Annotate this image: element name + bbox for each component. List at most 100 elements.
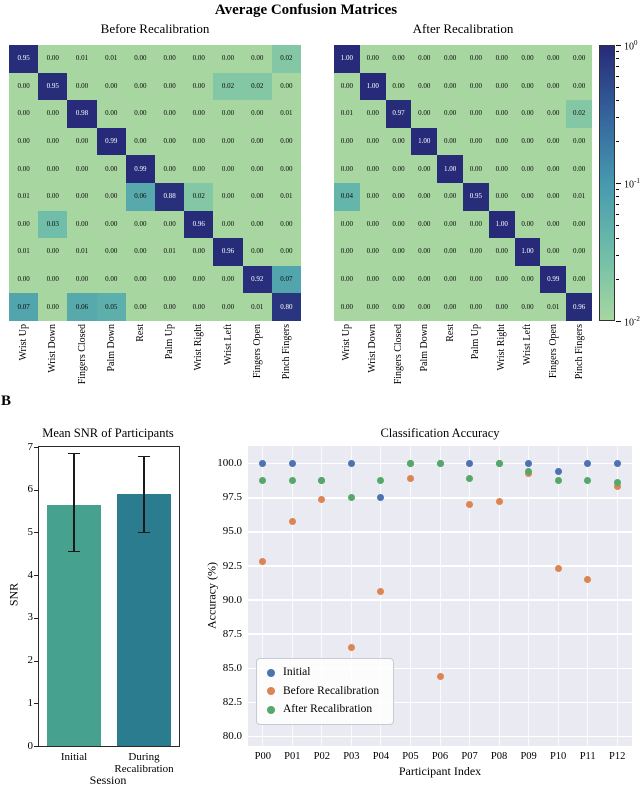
confusion-cell: 1.00 [514, 238, 541, 266]
confusion-cell: 0.00 [67, 210, 97, 239]
confusion-cell: 0.00 [540, 72, 567, 101]
confusion-cell: 0.07 [271, 265, 301, 294]
x-tick-label-cell: Fingers Open [243, 324, 272, 410]
x-tick-label: Wrist Left [521, 324, 533, 365]
confusion-cell: 0.00 [488, 155, 515, 183]
confusion-cell: 1.00 [334, 45, 360, 73]
confusion-cell: 0.00 [437, 72, 463, 101]
x-tick-label-cell: Palm Up [155, 324, 184, 410]
confusion-cell: 0.00 [9, 72, 39, 101]
scatter-point [288, 460, 296, 468]
confusion-cell: 0.00 [242, 45, 272, 73]
confusion-cell: 0.98 [67, 100, 97, 128]
confusion-cell: 0.00 [213, 127, 243, 156]
y-tick-mark [34, 746, 39, 747]
confusion-cell: 0.00 [9, 210, 39, 239]
x-tick-label-cell: Fingers Closed [386, 324, 412, 410]
gridline [291, 446, 293, 746]
figure-title: Average Confusion Matrices [214, 2, 398, 18]
confusion-cell: 0.00 [437, 238, 463, 266]
colorbar-tick-label: 10-2 [624, 315, 640, 329]
y-tick-label: 5 [27, 525, 34, 538]
y-tick-mark [34, 660, 39, 662]
confusion-cell: 0.96 [566, 293, 592, 321]
confusion-cell: 0.00 [566, 45, 592, 73]
scatter-point [259, 558, 267, 566]
confusion-cell: 0.00 [67, 72, 97, 101]
gridline [409, 446, 411, 746]
scatter-point [466, 475, 474, 483]
confusion-cell: 0.00 [488, 293, 515, 321]
confusion-cell: 0.00 [155, 265, 185, 294]
heatmap-after: 1.00 0.00 0.00 0.00 0.00 0.00 0.00 0.00 0.00 0.00… [334, 45, 592, 321]
scatter-point [525, 460, 533, 468]
error-bar-cap [138, 455, 150, 458]
confusion-cell: 0.00 [540, 210, 567, 239]
confusion-cell: 0.00 [514, 72, 541, 101]
confusion-cell: 0.00 [334, 72, 360, 101]
x-tick-label: P02 [313, 751, 331, 762]
confusion-cell: 0.00 [462, 238, 489, 266]
x-tick-label-cell: Wrist Right [184, 324, 213, 410]
confusion-cell: 0.01 [242, 293, 272, 321]
confusion-cell: 0.06 [125, 183, 155, 211]
colorbar-gradient [599, 45, 615, 321]
confusion-cell: 0.01 [540, 293, 567, 321]
confusion-cell: 0.00 [411, 72, 438, 101]
legend-marker [267, 687, 275, 696]
confusion-cell: 0.00 [334, 238, 360, 266]
confusion-cell: 0.02 [566, 100, 592, 128]
x-tick-label: P12 [609, 751, 626, 762]
confusion-cell: 0.00 [385, 45, 412, 73]
colorbar-minor-tick [616, 51, 619, 53]
confusion-cell: 0.00 [411, 265, 438, 294]
confusion-cell: 0.00 [125, 210, 155, 239]
scatter-point [288, 476, 296, 484]
snr-x-axis-label: Session [89, 773, 127, 787]
gridline [616, 446, 618, 746]
colorbar-minor-tick [616, 204, 619, 206]
confusion-cell: 0.00 [540, 127, 567, 156]
confusion-cell: 0.00 [488, 100, 515, 128]
y-tick-label: 92.5 [222, 559, 242, 572]
confusion-cell: 0.00 [125, 72, 155, 101]
x-tick-label-cell: Palm Up [463, 324, 489, 410]
x-tick-label: Pinch Fingers [573, 324, 585, 380]
confusion-cell: 0.00 [385, 265, 412, 294]
legend-label: Initial [283, 666, 311, 678]
confusion-cell: 0.01 [9, 238, 39, 266]
confusion-cell: 0.00 [385, 293, 412, 321]
snr-bar [117, 493, 171, 746]
confusion-cell: 0.00 [385, 155, 412, 183]
heatmap-before: 0.95 0.00 0.01 0.01 0.00 0.00 0.00 0.00 0.00 0.02… [9, 45, 301, 321]
confusion-cell: 0.00 [155, 210, 185, 239]
colorbar-minor-tick [616, 224, 619, 226]
colorbar-minor-tick [616, 66, 619, 68]
confusion-cell: 0.01 [67, 238, 97, 266]
confusion-cell: 0.00 [125, 127, 155, 156]
y-tick-label: 7 [27, 440, 34, 453]
scatter-point [495, 498, 503, 506]
colorbar-major-tick [616, 321, 621, 322]
confusion-cell: 0.01 [271, 100, 301, 128]
scatter-point [347, 644, 355, 652]
confusion-cell: 0.00 [437, 183, 463, 211]
colorbar-minor-tick [616, 99, 619, 101]
confusion-cell: 0.00 [514, 155, 541, 183]
y-tick-label: 3 [27, 611, 34, 624]
x-tick-label-cell: Wrist Right [489, 324, 515, 410]
confusion-cell: 0.00 [437, 265, 463, 294]
confusion-cell: 0.00 [334, 293, 360, 321]
y-tick-mark [34, 617, 39, 619]
scatter-point [259, 476, 267, 484]
error-bar-cap [68, 452, 80, 455]
y-tick-label: 87.5 [222, 627, 242, 640]
gridline [557, 446, 559, 746]
confusion-cell: 0.96 [213, 238, 243, 266]
x-tick-label-cell: Wrist Left [515, 324, 541, 410]
confusion-cell: 0.97 [385, 100, 412, 128]
y-tick-label: 82.5 [222, 695, 242, 708]
confusion-cell: 0.00 [540, 100, 567, 128]
confusion-cell: 0.00 [566, 210, 592, 239]
y-tick-label: 1 [27, 696, 34, 709]
